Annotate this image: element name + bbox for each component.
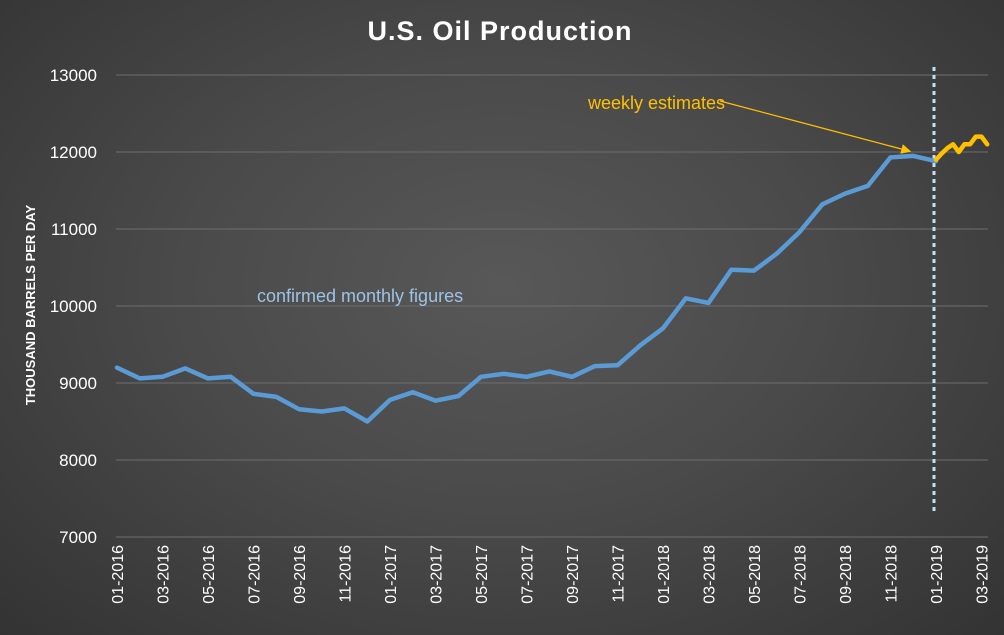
x-tick-label: 07-2017 — [520, 545, 537, 604]
y-axis-label: THOUSAND BARRELS PER DAY — [23, 205, 38, 406]
y-tick-label: 10000 — [50, 297, 97, 316]
y-tick-label: 13000 — [50, 66, 97, 85]
y-axis-ticks: 7000 8000 9000 10000 11000 12000 13000 — [50, 66, 97, 547]
confirmed-monthly-annotation: confirmed monthly figures — [257, 286, 463, 306]
x-tick-label: 11-2018 — [884, 545, 901, 603]
x-axis-ticks: 01-2016 03-2016 05-2016 07-2016 09-2016 11-20… — [110, 545, 992, 604]
x-tick-label: 09-2017 — [565, 545, 582, 604]
y-tick-label: 12000 — [50, 143, 97, 162]
series-line-0 — [114, 153, 939, 424]
x-tick-label: 01-2019 — [929, 545, 946, 604]
x-tick-label: 09-2018 — [838, 545, 855, 604]
y-tick-label: 8000 — [59, 451, 97, 470]
x-tick-label: 05-2016 — [201, 545, 218, 604]
x-tick-label: 11-2017 — [611, 545, 628, 603]
x-tick-label: 05-2017 — [474, 545, 491, 604]
x-tick-label: 01-2018 — [656, 545, 673, 604]
x-tick-label: 01-2017 — [383, 545, 400, 604]
chart-title: U.S. Oil Production — [367, 16, 632, 46]
x-tick-label: 03-2018 — [702, 545, 719, 604]
y-tick-label: 7000 — [59, 528, 97, 547]
y-tick-label: 11000 — [51, 220, 97, 239]
x-tick-label: 03-2016 — [156, 545, 173, 604]
x-tick-label: 09-2016 — [292, 545, 309, 604]
x-tick-label: 11-2016 — [338, 545, 355, 603]
x-tick-label: 07-2016 — [247, 545, 264, 604]
weekly-estimates-arrow — [719, 100, 912, 154]
x-tick-label: 03-2017 — [429, 545, 446, 604]
series-lines — [114, 134, 990, 424]
x-tick-label: 07-2018 — [793, 545, 810, 604]
series-line-1 — [933, 134, 990, 162]
x-tick-label: 01-2016 — [110, 545, 127, 604]
x-tick-label: 05-2018 — [747, 545, 764, 604]
weekly-estimates-annotation: weekly estimates — [587, 93, 725, 113]
gridlines — [116, 74, 988, 538]
x-tick-label: 03-2019 — [975, 545, 992, 604]
y-tick-label: 9000 — [59, 374, 97, 393]
